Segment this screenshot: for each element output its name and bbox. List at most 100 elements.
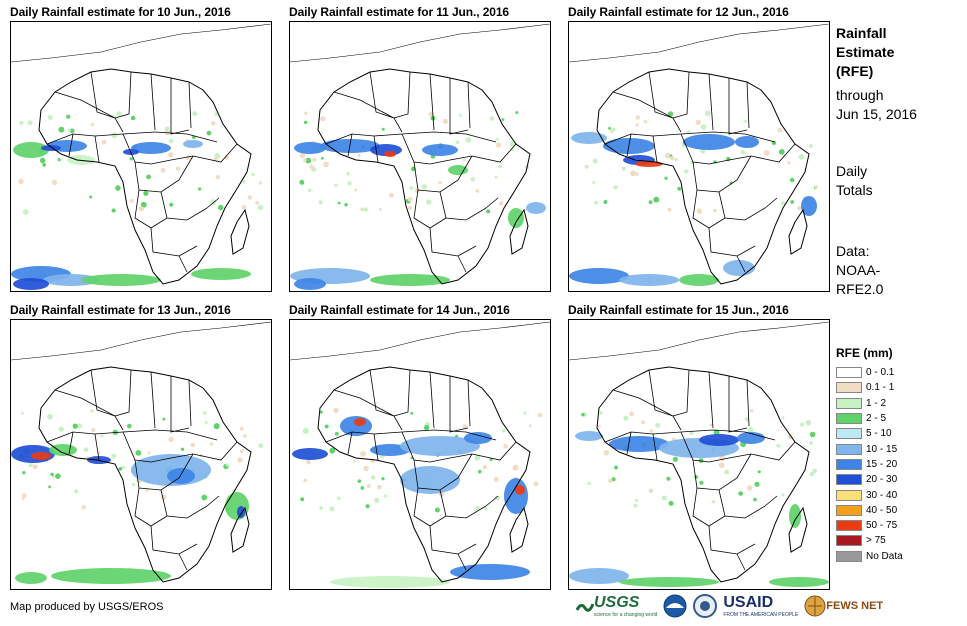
rainfall-area bbox=[679, 274, 719, 286]
rain-speck bbox=[360, 450, 367, 457]
rainfall-area bbox=[15, 572, 47, 584]
mediterranean-coast bbox=[569, 321, 829, 361]
rainfall-map[interactable] bbox=[289, 21, 551, 292]
rain-speck bbox=[52, 475, 55, 479]
rain-speck bbox=[206, 130, 212, 136]
rain-speck bbox=[687, 129, 691, 134]
rain-speck bbox=[407, 205, 413, 211]
country-border bbox=[188, 379, 192, 427]
madagascar-outline bbox=[230, 208, 250, 255]
rain-speck bbox=[370, 475, 376, 480]
rainfall-map[interactable] bbox=[10, 319, 272, 590]
rain-speck bbox=[503, 443, 508, 449]
rain-speck bbox=[363, 465, 369, 472]
rain-speck bbox=[698, 458, 704, 464]
rainfall-map[interactable] bbox=[568, 21, 830, 292]
rainfall-area bbox=[699, 434, 739, 446]
rain-speck bbox=[438, 180, 442, 185]
country-border bbox=[612, 91, 682, 133]
rain-speck bbox=[111, 208, 116, 213]
rainfall-map[interactable] bbox=[568, 319, 830, 590]
rain-speck bbox=[501, 118, 505, 121]
country-border bbox=[114, 369, 132, 417]
rainfall-area bbox=[569, 568, 629, 584]
rainfall-area bbox=[13, 278, 49, 290]
usaid-logo: USAID FROM THE AMERICAN PEOPLE bbox=[723, 594, 798, 618]
rainfall-area bbox=[619, 274, 679, 286]
country-border bbox=[333, 91, 403, 133]
legend-item: 2 - 5 bbox=[836, 411, 903, 426]
rainfall-area bbox=[167, 468, 195, 484]
legend-item: 30 - 40 bbox=[836, 487, 903, 502]
country-border bbox=[160, 191, 208, 221]
legend-swatch bbox=[836, 397, 862, 409]
rain-speck bbox=[465, 137, 472, 143]
rain-speck bbox=[334, 183, 338, 187]
rain-speck bbox=[307, 188, 312, 193]
rain-speck bbox=[614, 465, 618, 470]
rain-speck bbox=[224, 155, 229, 160]
rain-speck bbox=[309, 164, 314, 169]
rainfall-map[interactable] bbox=[289, 319, 551, 590]
rain-speck bbox=[611, 477, 616, 482]
globe-icon bbox=[804, 595, 826, 617]
rain-speck bbox=[496, 137, 499, 141]
rain-speck bbox=[789, 177, 795, 183]
rain-speck bbox=[670, 156, 675, 161]
rainfall-area bbox=[526, 202, 546, 214]
country-border bbox=[439, 489, 487, 519]
rain-speck bbox=[470, 176, 476, 182]
rain-speck bbox=[462, 158, 466, 162]
rain-speck bbox=[89, 195, 93, 199]
rain-speck bbox=[381, 127, 385, 131]
rainfall-area bbox=[448, 165, 468, 175]
country-border bbox=[750, 441, 796, 461]
country-border bbox=[457, 553, 467, 571]
rain-speck bbox=[22, 493, 27, 498]
rain-speck bbox=[321, 156, 324, 160]
rain-speck bbox=[749, 408, 754, 413]
rain-speck bbox=[22, 471, 26, 475]
rain-speck bbox=[21, 497, 25, 501]
rain-speck bbox=[778, 148, 785, 155]
country-border bbox=[736, 553, 746, 571]
legend-item: 0.1 - 1 bbox=[836, 380, 903, 395]
rain-speck bbox=[428, 112, 434, 117]
country-border bbox=[764, 495, 778, 507]
rainfall-panel-jun15: Daily Rainfall estimate for 15 Jun., 201… bbox=[568, 302, 830, 590]
rain-speck bbox=[383, 494, 388, 498]
rain-speck bbox=[700, 148, 706, 154]
country-border bbox=[150, 227, 198, 257]
rain-speck bbox=[814, 185, 818, 189]
rain-speck bbox=[197, 187, 202, 191]
usgs-logo: USGS science for a changing world bbox=[576, 594, 657, 618]
rfe-legend: RFE (mm) 0 - 0.1 0.1 - 1 1 - 2 2 - 5 5 - 10 1… bbox=[836, 346, 903, 564]
country-border bbox=[413, 487, 447, 527]
rain-speck bbox=[303, 158, 307, 162]
country-border bbox=[467, 379, 471, 427]
country-border bbox=[401, 133, 473, 165]
country-border bbox=[114, 71, 132, 119]
rain-speck bbox=[653, 196, 660, 203]
rainfall-map[interactable] bbox=[10, 21, 272, 292]
data-source-block: Data: NOAA- RFE2.0 bbox=[836, 242, 883, 299]
rain-speck bbox=[51, 179, 58, 186]
rain-speck bbox=[462, 424, 468, 429]
rain-speck bbox=[805, 419, 812, 426]
rain-speck bbox=[407, 196, 413, 202]
rainfall-area bbox=[370, 274, 450, 286]
legend-label: 50 - 75 bbox=[866, 520, 898, 532]
legend-label: No Data bbox=[866, 550, 903, 562]
legend-title: RFE (mm) bbox=[836, 346, 893, 360]
rain-speck bbox=[204, 420, 208, 424]
rain-speck bbox=[210, 199, 217, 206]
country-border bbox=[413, 189, 447, 229]
rainfall-area bbox=[735, 136, 759, 148]
rain-speck bbox=[304, 111, 308, 115]
rain-speck bbox=[603, 450, 609, 456]
rain-speck bbox=[635, 123, 639, 127]
country-border bbox=[485, 495, 499, 507]
country-border bbox=[393, 71, 411, 119]
country-border bbox=[680, 133, 752, 165]
rainfall-area bbox=[384, 151, 396, 157]
